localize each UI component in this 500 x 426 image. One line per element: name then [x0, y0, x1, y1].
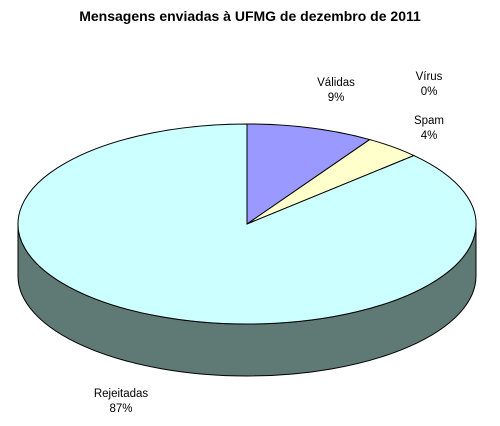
value-label-spam: 4% [421, 130, 438, 142]
label-rejeitadas: Rejeitadas [94, 388, 149, 400]
label-spam: Spam [414, 115, 444, 127]
label-virus: Vírus [416, 71, 443, 83]
label-validas: Válidas [317, 77, 355, 89]
pie-slice-validas [246, 123, 371, 225]
pie-slice-rejeitadas [17, 123, 477, 325]
pie-top-layer [17, 123, 477, 325]
value-label-rejeitadas: 87% [109, 403, 132, 415]
chart-title: Mensagens enviadas à UFMG de dezembro de… [79, 8, 421, 24]
pie-labels-layer: Válidas 9% Spam 4% Vírus 0% Rejeitadas 87% [94, 71, 444, 415]
value-label-virus: 0% [421, 86, 438, 98]
value-label-validas: 9% [328, 92, 345, 104]
